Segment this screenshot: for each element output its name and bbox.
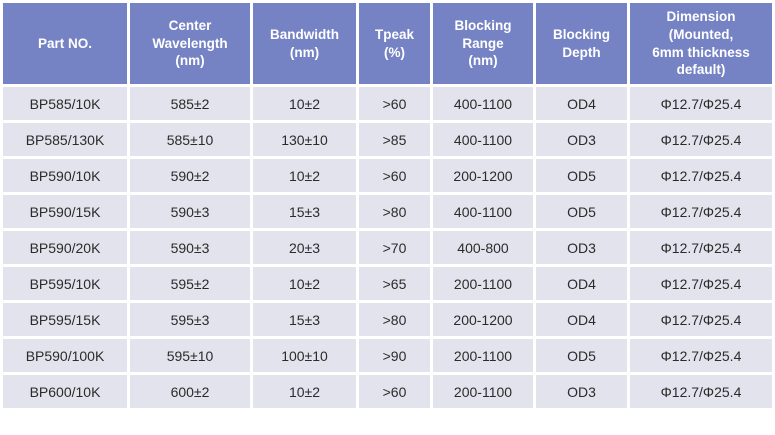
table-cell: 595±3 xyxy=(130,303,250,336)
table-cell: 200-1200 xyxy=(433,159,533,192)
table-cell: Φ12.7/Φ25.4 xyxy=(630,195,772,228)
table-cell: 590±3 xyxy=(130,231,250,264)
table-cell: OD4 xyxy=(536,303,627,336)
table-cell: Φ12.7/Φ25.4 xyxy=(630,231,772,264)
table-cell: OD5 xyxy=(536,339,627,372)
table-cell: Φ12.7/Φ25.4 xyxy=(630,159,772,192)
table-cell: >65 xyxy=(359,267,430,300)
table-cell: 590±3 xyxy=(130,195,250,228)
table-cell: Φ12.7/Φ25.4 xyxy=(630,339,772,372)
table-cell: BP595/15K xyxy=(3,303,127,336)
header-cell-part-no: Part NO. xyxy=(3,3,127,84)
table-cell: OD5 xyxy=(536,159,627,192)
table-cell: BP590/10K xyxy=(3,159,127,192)
table-cell: BP590/15K xyxy=(3,195,127,228)
table-row: BP600/10K 600±2 10±2 >60 200-1100 OD3 Φ12.7/Φ2… xyxy=(3,375,772,408)
table-cell: 15±3 xyxy=(253,303,356,336)
table-cell: 600±2 xyxy=(130,375,250,408)
table-cell: Φ12.7/Φ25.4 xyxy=(630,123,772,156)
table-cell: BP585/10K xyxy=(3,87,127,120)
table-cell: >70 xyxy=(359,231,430,264)
table-cell: 400-1100 xyxy=(433,123,533,156)
table-cell: BP590/100K xyxy=(3,339,127,372)
table-cell: 130±10 xyxy=(253,123,356,156)
table-row: BP590/10K 590±2 10±2 >60 200-1200 OD5 Φ12.7/Φ2… xyxy=(3,159,772,192)
table-cell: OD3 xyxy=(536,231,627,264)
table-row: BP590/15K 590±3 15±3 >80 400-1100 OD5 Φ12.7/Φ2… xyxy=(3,195,772,228)
table-cell: BP585/130K xyxy=(3,123,127,156)
header-cell-bandwidth: Bandwidth (nm) xyxy=(253,3,356,84)
table-cell: OD3 xyxy=(536,123,627,156)
table-cell: BP595/10K xyxy=(3,267,127,300)
table-cell: 595±2 xyxy=(130,267,250,300)
table-cell: Φ12.7/Φ25.4 xyxy=(630,303,772,336)
table-cell: 15±3 xyxy=(253,195,356,228)
table-cell: >60 xyxy=(359,375,430,408)
table-cell: 585±2 xyxy=(130,87,250,120)
header-cell-blocking-depth: Blocking Depth xyxy=(536,3,627,84)
header-cell-blocking-range: Blocking Range (nm) xyxy=(433,3,533,84)
table-cell: 200-1100 xyxy=(433,375,533,408)
table-cell: 595±10 xyxy=(130,339,250,372)
table-cell: BP600/10K xyxy=(3,375,127,408)
table-row: BP585/10K 585±2 10±2 >60 400-1100 OD4 Φ12.7/Φ2… xyxy=(3,87,772,120)
spec-table-body: BP585/10K 585±2 10±2 >60 400-1100 OD4 Φ12.7/Φ2… xyxy=(3,87,772,408)
header-row: Part NO. Center Wavelength (nm) Bandwidt… xyxy=(3,3,772,84)
table-cell: >85 xyxy=(359,123,430,156)
table-cell: 10±2 xyxy=(253,159,356,192)
header-cell-center-wavelength: Center Wavelength (nm) xyxy=(130,3,250,84)
table-row: BP595/15K 595±3 15±3 >80 200-1200 OD4 Φ12.7/Φ2… xyxy=(3,303,772,336)
table-cell: >80 xyxy=(359,195,430,228)
table-cell: Φ12.7/Φ25.4 xyxy=(630,267,772,300)
table-cell: >60 xyxy=(359,159,430,192)
table-row: BP595/10K 595±2 10±2 >65 200-1100 OD4 Φ12.7/Φ2… xyxy=(3,267,772,300)
header-cell-tpeak: Tpeak (%) xyxy=(359,3,430,84)
table-cell: 400-1100 xyxy=(433,195,533,228)
table-cell: OD4 xyxy=(536,87,627,120)
table-cell: 590±2 xyxy=(130,159,250,192)
table-cell: 400-800 xyxy=(433,231,533,264)
table-cell: >60 xyxy=(359,87,430,120)
table-cell: 10±2 xyxy=(253,375,356,408)
table-cell: 400-1100 xyxy=(433,87,533,120)
table-cell: OD5 xyxy=(536,195,627,228)
table-cell: 100±10 xyxy=(253,339,356,372)
table-cell: 10±2 xyxy=(253,87,356,120)
table-cell: >80 xyxy=(359,303,430,336)
table-cell: OD3 xyxy=(536,375,627,408)
table-cell: 200-1100 xyxy=(433,267,533,300)
table-cell: Φ12.7/Φ25.4 xyxy=(630,87,772,120)
header-cell-dimension: Dimension (Mounted, 6mm thickness defaul… xyxy=(630,3,772,84)
table-row: BP590/100K 595±10 100±10 >90 200-1100 OD5 Φ12.… xyxy=(3,339,772,372)
table-cell: BP590/20K xyxy=(3,231,127,264)
table-cell: 10±2 xyxy=(253,267,356,300)
table-cell: 200-1100 xyxy=(433,339,533,372)
table-cell: 585±10 xyxy=(130,123,250,156)
table-row: BP590/20K 590±3 20±3 >70 400-800 OD3 Φ12.7/Φ25… xyxy=(3,231,772,264)
spec-table: Part NO. Center Wavelength (nm) Bandwidt… xyxy=(3,3,772,408)
table-cell: 200-1200 xyxy=(433,303,533,336)
table-cell: 20±3 xyxy=(253,231,356,264)
table-cell: Φ12.7/Φ25.4 xyxy=(630,375,772,408)
table-cell: OD4 xyxy=(536,267,627,300)
table-row: BP585/130K 585±10 130±10 >85 400-1100 OD3 Φ12.… xyxy=(3,123,772,156)
table-cell: >90 xyxy=(359,339,430,372)
